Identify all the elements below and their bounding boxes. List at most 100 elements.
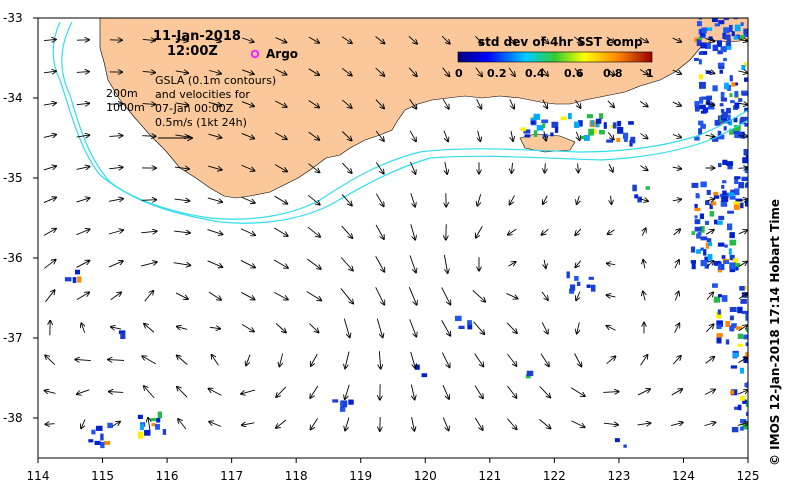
sst-pixel	[72, 277, 77, 283]
sst-pixel	[731, 323, 737, 329]
velocity-arrow	[672, 70, 681, 74]
velocity-arrow	[45, 424, 55, 425]
velocity-arrow	[639, 199, 648, 201]
velocity-arrow	[475, 35, 482, 44]
sst-pixel	[740, 202, 744, 209]
colorbar-tick-3: 0.6	[564, 67, 584, 80]
velocity-arrow	[603, 423, 618, 425]
velocity-arrow	[208, 133, 221, 138]
sst-pixel	[695, 9, 699, 16]
velocity-arrow	[209, 327, 220, 328]
velocity-arrow	[76, 103, 89, 104]
sst-pixel	[722, 159, 728, 165]
velocity-arrow	[208, 38, 221, 41]
velocity-arrow	[45, 355, 56, 366]
velocity-arrow	[508, 262, 515, 267]
velocity-arrow	[705, 71, 715, 74]
velocity-arrow	[441, 287, 451, 304]
velocity-arrow	[410, 161, 415, 174]
sst-pixel	[614, 438, 620, 443]
sst-pixel	[724, 82, 729, 90]
sst-pixel	[721, 111, 728, 119]
velocity-arrow	[542, 99, 547, 109]
sst-pixel	[736, 1, 739, 7]
sst-pixel	[729, 232, 735, 239]
velocity-arrow	[340, 257, 353, 270]
sst-pixel	[745, 400, 748, 408]
x-tick-label: 119	[349, 469, 372, 483]
sst-pixel	[530, 121, 536, 125]
velocity-arrow	[142, 136, 155, 137]
sst-pixel	[730, 365, 738, 369]
sst-pixel	[716, 337, 722, 344]
velocity-arrow	[539, 386, 551, 397]
velocity-arrow	[45, 290, 54, 303]
velocity-arrow	[672, 167, 682, 169]
sst-pixel	[717, 268, 723, 273]
sst-pixel	[728, 24, 733, 32]
sst-pixel	[715, 261, 722, 265]
sst-pixel	[716, 40, 723, 47]
sst-pixel	[718, 20, 725, 25]
sst-pixel	[723, 57, 727, 62]
velocity-arrow	[672, 356, 681, 365]
velocity-arrow	[409, 130, 416, 142]
sst-pixel	[745, 342, 748, 347]
sst-pixel	[721, 184, 725, 189]
sst-pixel	[730, 189, 736, 194]
sst-pixel	[728, 248, 732, 255]
sst-pixel	[699, 213, 705, 220]
sst-pixel	[745, 411, 748, 417]
velocity-arrow	[275, 37, 287, 43]
sst-pixel	[729, 262, 736, 270]
sst-pixel	[88, 439, 94, 443]
velocity-arrow	[443, 130, 448, 142]
sst-pixel	[467, 323, 473, 330]
velocity-arrow	[541, 291, 548, 300]
velocity-arrow	[706, 261, 714, 268]
sst-pixel	[570, 284, 576, 291]
velocity-arrow	[577, 322, 580, 333]
sst-pixel	[742, 423, 748, 430]
sst-pixel	[750, 186, 753, 191]
sst-pixel	[734, 176, 741, 180]
sst-pixel	[630, 136, 636, 144]
sst-pixel	[729, 239, 737, 246]
sst-pixel	[699, 104, 706, 110]
y-tick-label: -33	[3, 11, 23, 25]
velocity-arrow	[376, 318, 382, 338]
velocity-arrow	[511, 130, 513, 141]
sst-pixel	[733, 258, 739, 265]
velocity-arrow	[144, 291, 154, 302]
sst-pixel	[743, 28, 748, 35]
velocity-arrow	[408, 35, 417, 43]
velocity-arrow	[541, 67, 548, 76]
velocity-arrow	[142, 104, 156, 105]
sst-pixel	[733, 36, 738, 40]
colorbar-tick-5: 1	[646, 67, 654, 80]
sst-pixel	[713, 219, 718, 225]
sst-pixel	[734, 134, 740, 139]
sst-pixel	[696, 21, 702, 27]
velocity-arrow	[109, 392, 124, 393]
sst-pixel	[735, 263, 741, 267]
velocity-arrow	[606, 356, 616, 365]
x-tick-label: 118	[285, 469, 308, 483]
sst-pixel	[735, 198, 743, 202]
sst-pixel	[729, 307, 737, 313]
colorbar-tick-0: 0	[455, 67, 463, 80]
sst-pixel	[740, 35, 745, 40]
velocity-arrow	[570, 387, 585, 396]
sst-pixel	[728, 119, 733, 126]
velocity-arrow	[275, 68, 286, 74]
info-line-1: GSLA (0.1m contours)	[155, 74, 276, 87]
velocity-arrow	[241, 324, 254, 331]
sst-pixel	[725, 107, 731, 114]
velocity-arrow	[574, 68, 581, 75]
sst-pixel	[745, 155, 748, 160]
velocity-arrow	[640, 355, 648, 366]
sst-pixel	[696, 249, 701, 254]
sst-pixel	[719, 103, 724, 107]
velocity-arrow	[574, 353, 582, 367]
sst-pixel	[157, 411, 163, 419]
